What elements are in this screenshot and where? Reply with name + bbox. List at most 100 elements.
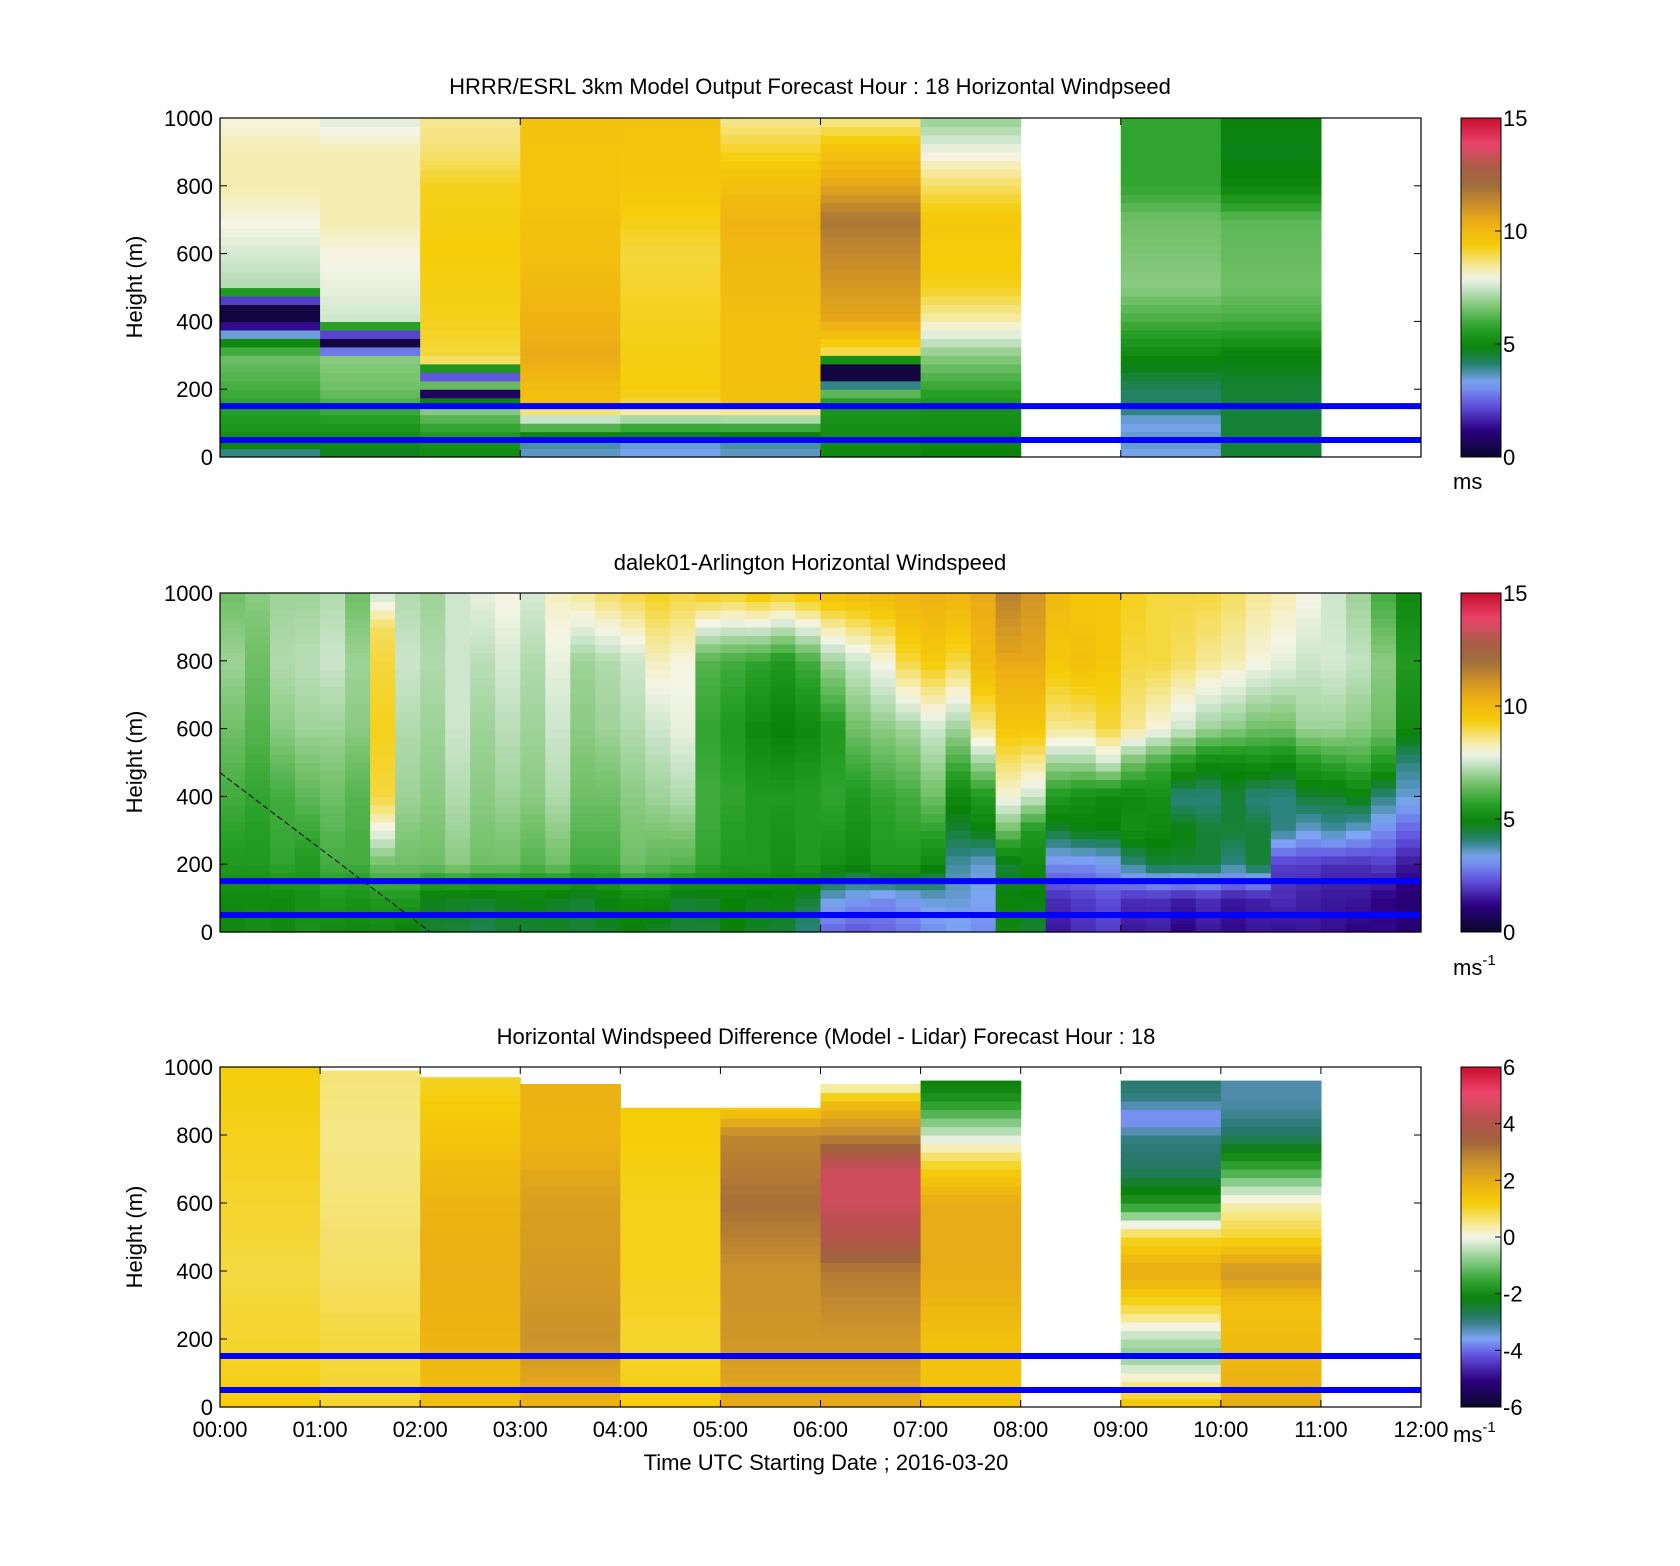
heatmap-cell [720, 1169, 822, 1179]
heatmap-cell [1120, 287, 1222, 297]
heatmap-cell [895, 652, 922, 662]
heatmap-cell [220, 1390, 321, 1400]
heatmap-cell [595, 915, 621, 925]
heatmap-cell [1345, 618, 1372, 628]
heatmap-cell [920, 1356, 1022, 1366]
heatmap-cell [370, 804, 396, 814]
heatmap-cell [220, 626, 246, 636]
heatmap-cell [720, 143, 822, 153]
heatmap-cell [520, 898, 546, 908]
heatmap-cell [1245, 728, 1272, 738]
heatmap-cell [570, 703, 596, 713]
heatmap-cell [320, 762, 346, 772]
heatmap-cell [595, 821, 621, 831]
heatmap-cell [495, 804, 521, 814]
heatmap-cell [320, 160, 421, 170]
heatmap-cell [1320, 593, 1347, 603]
heatmap-cell [620, 1186, 722, 1196]
heatmap-cell [1120, 160, 1222, 170]
heatmap-cell [1070, 872, 1097, 882]
heatmap-cell [870, 618, 897, 628]
heatmap-cell [670, 813, 696, 823]
heatmap-cell [520, 194, 621, 204]
heatmap-cell [920, 312, 1022, 322]
heatmap-cell [1270, 762, 1297, 772]
heatmap-cell [295, 872, 321, 882]
heatmap-cell [470, 762, 496, 772]
heatmap-cell [495, 915, 521, 925]
heatmap-cell [945, 669, 972, 679]
heatmap-cell [220, 1160, 321, 1170]
heatmap-cell [520, 262, 621, 272]
heatmap-cell [1195, 660, 1222, 670]
heatmap-cell [220, 830, 246, 840]
heatmap-cell [520, 270, 621, 280]
heatmap-cell [820, 847, 847, 857]
heatmap-cell [670, 720, 696, 730]
heatmap-cell [545, 830, 571, 840]
heatmap-cell [1220, 686, 1247, 696]
heatmap-cell [545, 593, 571, 603]
heatmap-cell [545, 677, 571, 687]
heatmap-cell [1045, 796, 1072, 806]
heatmap-cell [295, 618, 321, 628]
heatmap-cell [520, 372, 621, 382]
heatmap-cell [395, 593, 421, 603]
heatmap-cell [720, 821, 747, 831]
heatmap-cell [820, 151, 922, 161]
heatmap-cell [395, 669, 421, 679]
panel-lidar-reference-lines [220, 878, 1421, 919]
heatmap-cell [295, 855, 321, 865]
heatmap-cell [1320, 864, 1347, 874]
heatmap-cell [495, 694, 521, 704]
heatmap-cell [720, 1339, 822, 1349]
heatmap-cell [995, 626, 1022, 636]
heatmap-cell [1120, 1288, 1222, 1298]
panel-model: HRRR/ESRL 3km Model Output Forecast Hour… [122, 74, 1527, 494]
heatmap-cell [220, 1194, 321, 1204]
heatmap-cell [1070, 694, 1097, 704]
heatmap-cell [420, 872, 446, 882]
heatmap-cell [570, 618, 596, 628]
heatmap-cell [720, 126, 822, 136]
heatmap-cell [420, 329, 521, 339]
heatmap-cell [920, 618, 947, 628]
heatmap-cell [445, 838, 471, 848]
heatmap-cell [970, 796, 997, 806]
heatmap-cell [1195, 754, 1222, 764]
heatmap-cell [1220, 228, 1322, 238]
heatmap-cell [620, 660, 646, 670]
heatmap-cell [745, 830, 772, 840]
heatmap-cell [245, 813, 271, 823]
heatmap-cell [345, 898, 371, 908]
heatmap-cell [820, 737, 847, 747]
heatmap-cell [420, 1186, 521, 1196]
heatmap-cell [1045, 754, 1072, 764]
heatmap-cell [1370, 855, 1397, 865]
heatmap-cell [520, 279, 621, 289]
heatmap-cell [1395, 872, 1422, 882]
heatmap-cell [520, 1177, 621, 1187]
heatmap-cell [570, 745, 596, 755]
colorbar-tick-label: 10 [1503, 694, 1527, 719]
heatmap-cell [1170, 660, 1197, 670]
heatmap-cell [370, 660, 396, 670]
heatmap-cell [420, 1092, 521, 1102]
heatmap-cell [595, 830, 621, 840]
heatmap-cell [670, 626, 696, 636]
heatmap-cell [970, 728, 997, 738]
heatmap-cell [1220, 779, 1247, 789]
heatmap-cell [1095, 813, 1122, 823]
heatmap-cell [520, 618, 546, 628]
heatmap-cell [695, 593, 722, 603]
heatmap-cell [845, 923, 872, 933]
heatmap-cell [845, 787, 872, 797]
heatmap-cell [420, 406, 521, 416]
heatmap-cell [220, 346, 321, 356]
heatmap-cell [1120, 194, 1222, 204]
heatmap-cell [870, 694, 897, 704]
heatmap-cell [320, 1075, 421, 1085]
heatmap-cell [945, 703, 972, 713]
heatmap-cell [995, 694, 1022, 704]
heatmap-cell [1070, 745, 1097, 755]
